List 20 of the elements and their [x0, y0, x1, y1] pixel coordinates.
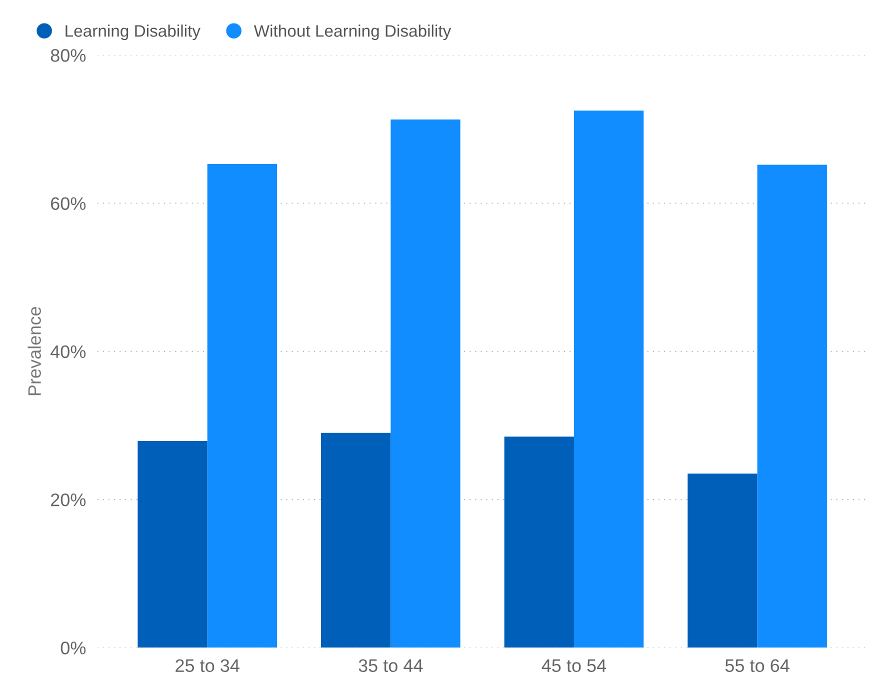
legend-label: Without Learning Disability — [254, 24, 452, 40]
y-tick-label: 20% — [51, 493, 86, 506]
bar — [138, 441, 208, 648]
bar — [574, 110, 644, 648]
y-tick-label: 80% — [50, 49, 86, 62]
bar — [688, 474, 758, 648]
y-tick-label: 40% — [50, 345, 86, 358]
y-axis-title: Prevalence — [28, 307, 41, 396]
x-tick-label: 35 to 44 — [358, 659, 423, 672]
bar — [504, 436, 574, 648]
x-tick-label: 25 to 34 — [176, 659, 240, 672]
bar — [321, 432, 391, 648]
y-tick-label: 0% — [60, 642, 86, 654]
legend-label: Learning Disability — [66, 24, 200, 40]
bar — [390, 120, 460, 648]
bar — [757, 164, 827, 648]
x-tick-label: 55 to 64 — [725, 659, 790, 672]
bar — [207, 164, 278, 648]
x-tick-label: 45 to 54 — [542, 659, 606, 672]
y-tick-label: 60% — [51, 197, 86, 210]
